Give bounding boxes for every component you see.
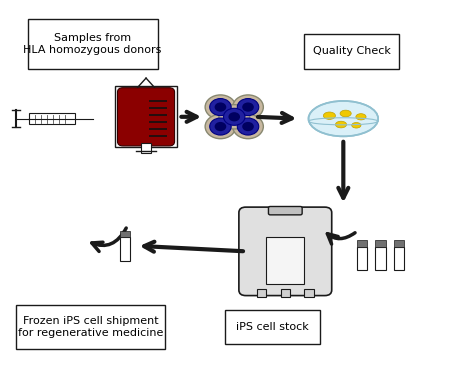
Bar: [357, 247, 367, 270]
Bar: [120, 238, 130, 261]
Bar: [115, 86, 177, 147]
FancyBboxPatch shape: [16, 305, 164, 349]
Circle shape: [237, 118, 259, 135]
Bar: [394, 240, 404, 247]
Ellipse shape: [323, 112, 336, 120]
Bar: [375, 247, 385, 270]
Ellipse shape: [352, 122, 361, 128]
Bar: [394, 247, 404, 270]
Circle shape: [224, 108, 245, 125]
Ellipse shape: [340, 110, 351, 117]
Ellipse shape: [309, 101, 378, 136]
Bar: [120, 231, 130, 238]
Bar: [357, 240, 367, 247]
Bar: [375, 240, 385, 247]
Bar: [304, 289, 314, 297]
Ellipse shape: [356, 114, 366, 120]
Circle shape: [228, 112, 240, 121]
Circle shape: [215, 102, 226, 112]
FancyBboxPatch shape: [239, 207, 332, 296]
Circle shape: [242, 122, 254, 131]
Circle shape: [219, 105, 249, 129]
Text: Frozen iPS cell shipment
for regenerative medicine: Frozen iPS cell shipment for regenerativ…: [18, 316, 163, 338]
Circle shape: [233, 114, 264, 139]
Circle shape: [237, 98, 259, 115]
Circle shape: [210, 98, 231, 115]
FancyBboxPatch shape: [304, 34, 399, 69]
Ellipse shape: [336, 121, 346, 128]
FancyBboxPatch shape: [118, 88, 174, 146]
Text: iPS cell stock: iPS cell stock: [236, 322, 309, 332]
Bar: [29, 114, 74, 124]
FancyBboxPatch shape: [225, 310, 320, 343]
Circle shape: [205, 95, 236, 119]
Circle shape: [210, 118, 231, 135]
FancyBboxPatch shape: [27, 19, 158, 69]
Bar: [281, 289, 290, 297]
Circle shape: [215, 122, 226, 131]
Circle shape: [205, 114, 236, 139]
Bar: [266, 238, 304, 284]
Circle shape: [233, 95, 264, 119]
FancyBboxPatch shape: [268, 206, 302, 215]
Circle shape: [242, 102, 254, 112]
Text: Quality Check: Quality Check: [312, 46, 391, 56]
Bar: [141, 143, 151, 152]
Bar: [257, 289, 266, 297]
Text: Samples from
HLA homozygous donors: Samples from HLA homozygous donors: [24, 33, 162, 55]
